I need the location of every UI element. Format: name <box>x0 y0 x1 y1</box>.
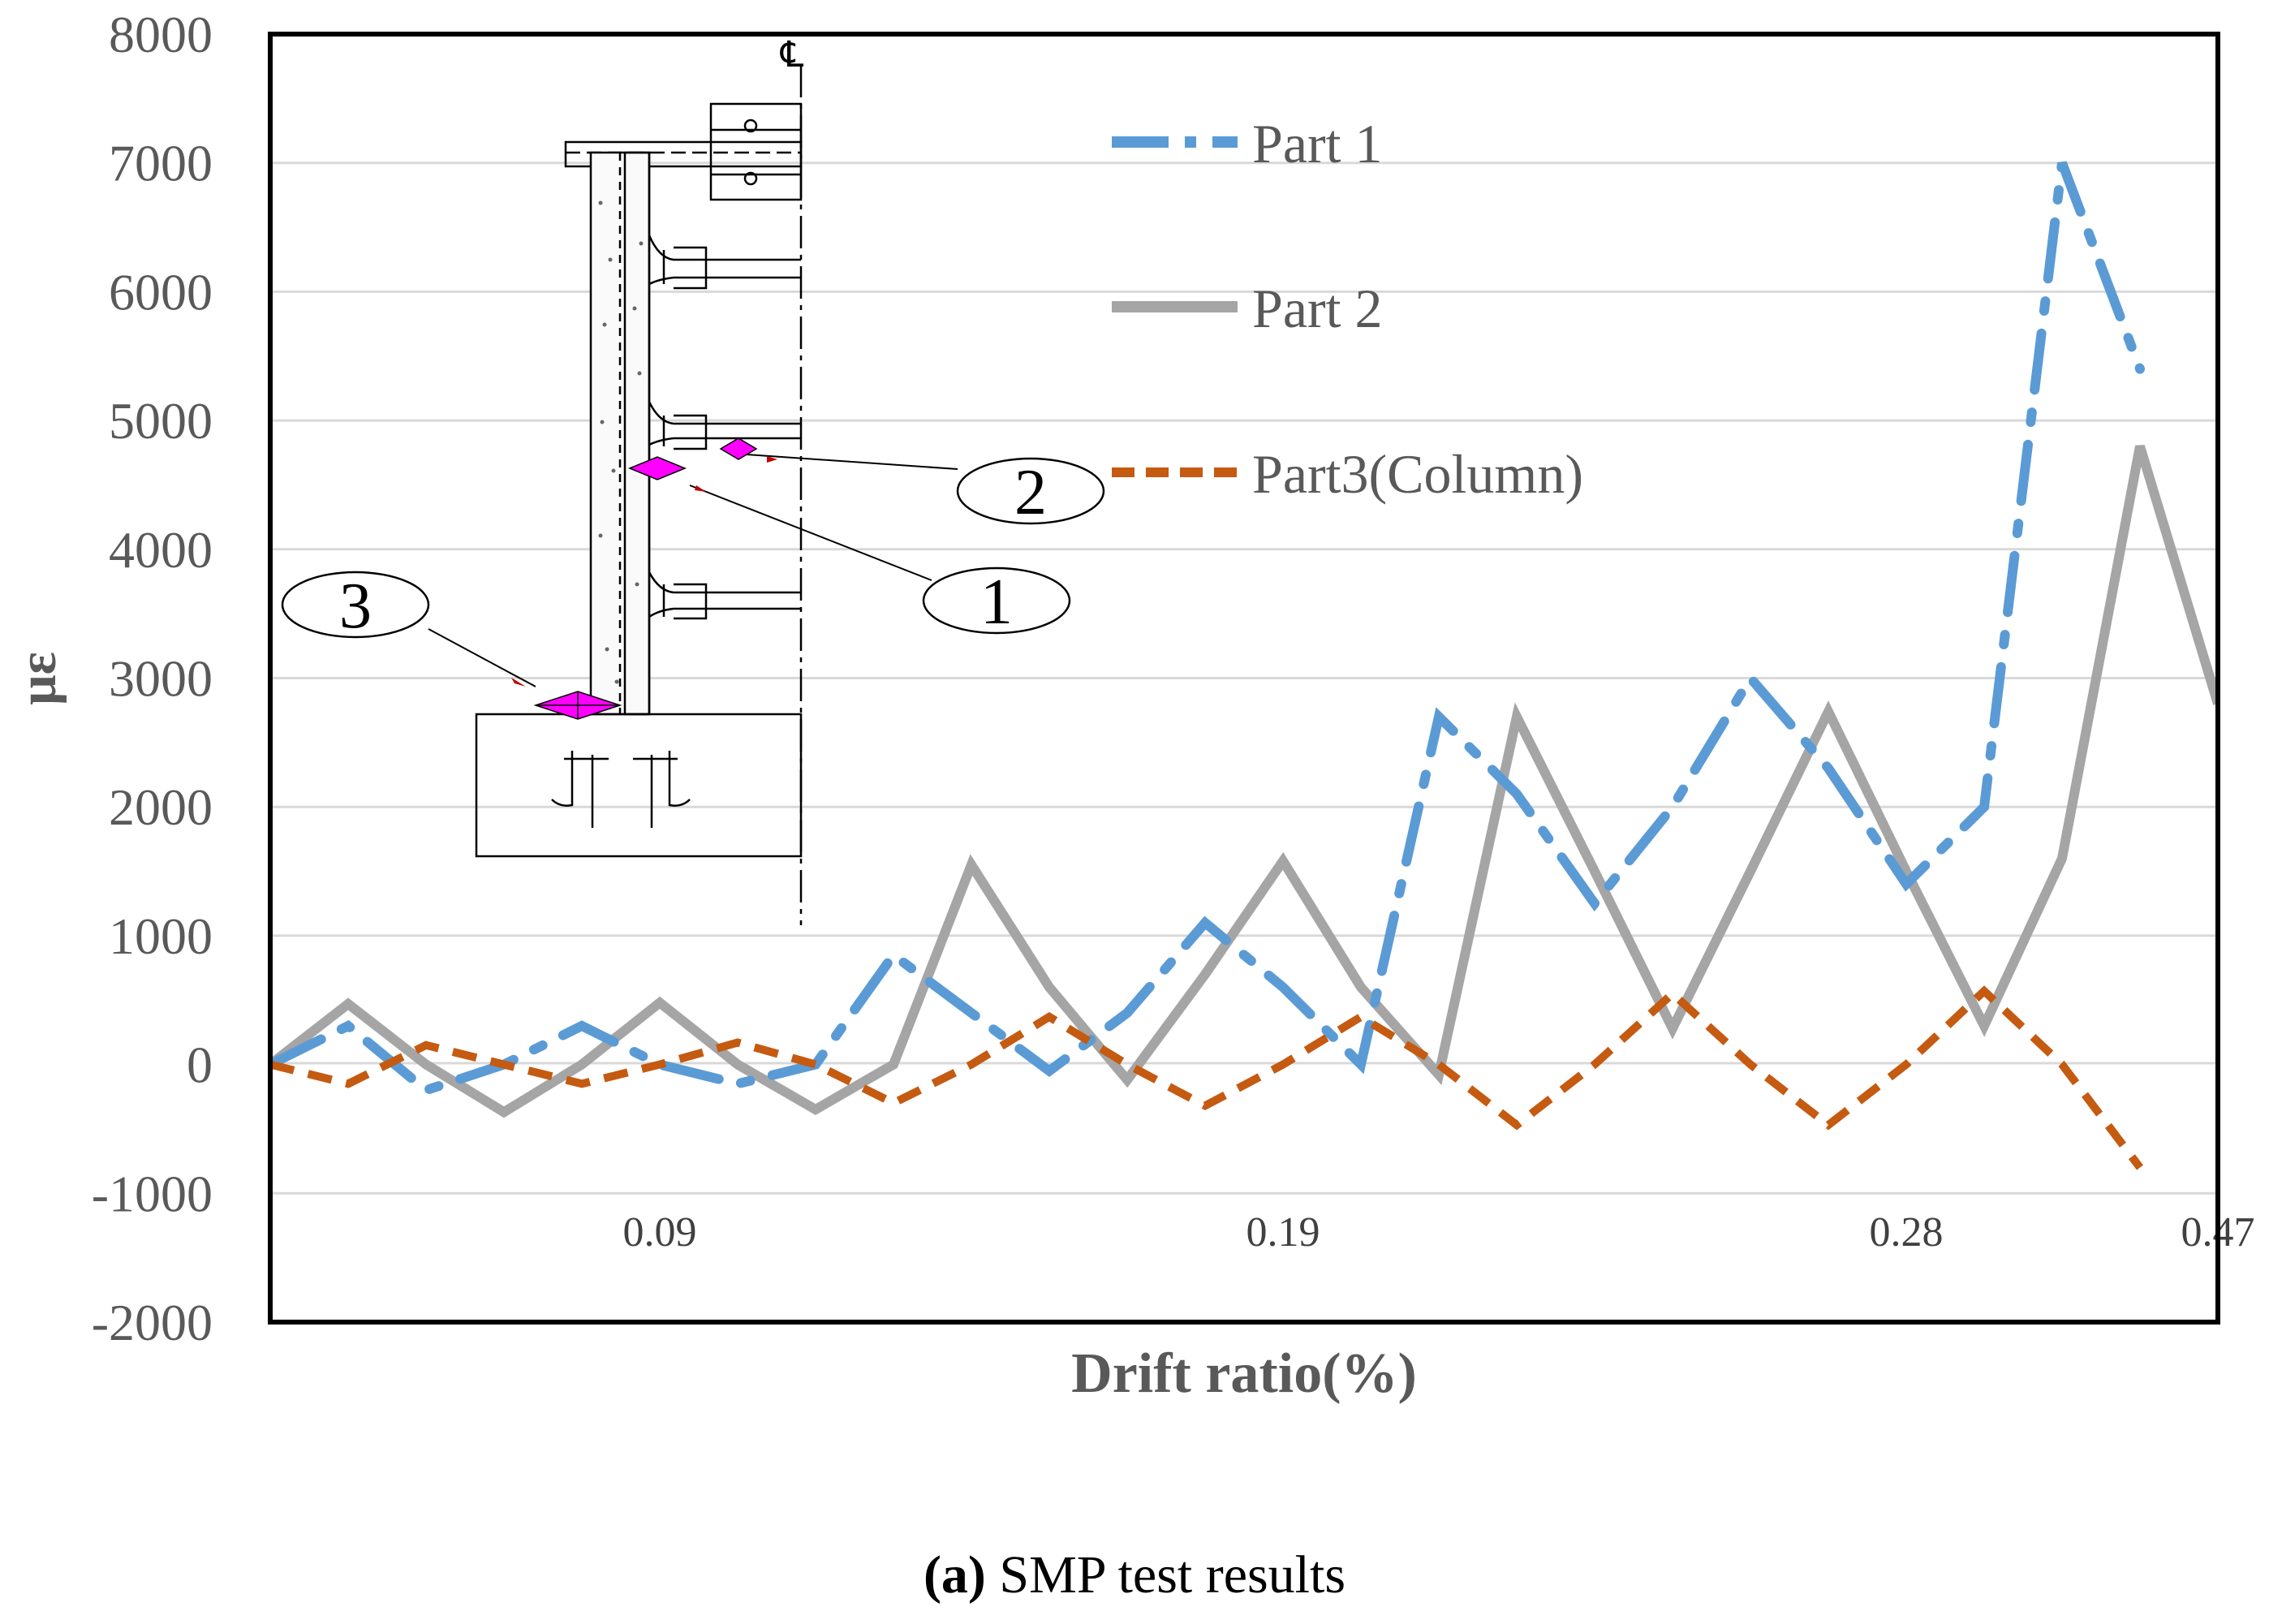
leader-arrow <box>767 456 777 463</box>
caption-text: SMP test results <box>986 1545 1345 1605</box>
inset-structure-diagram: ℄ <box>281 34 1105 925</box>
callout-ellipse-1 <box>922 566 1071 635</box>
x-axis-ticks: 0.09 0.19 0.28 0.47 <box>623 1209 2255 1256</box>
x-tick-label: 0.09 <box>623 1209 697 1256</box>
x-axis-title: Drift ratio(%) <box>1071 1342 1417 1405</box>
plot-frame <box>268 32 2220 1325</box>
y-tick-label: 3000 <box>109 650 213 708</box>
leader-line-1 <box>689 485 932 581</box>
y-tick-label: -2000 <box>92 1294 213 1351</box>
y-tick-label: 5000 <box>109 392 213 450</box>
callout-ellipse-2 <box>956 457 1105 525</box>
anchor-bolt-right <box>633 751 691 828</box>
y-tick-label: 0 <box>187 1036 213 1094</box>
legend-label-part2: Part 2 <box>1252 278 1383 339</box>
callout-label-1: 1 <box>980 566 1013 638</box>
x-tick-label: 0.28 <box>1870 1209 1944 1256</box>
callout-label-2: 2 <box>1014 457 1047 528</box>
figure-caption: (a) SMP test results <box>924 1545 1345 1605</box>
callout-ellipse-3 <box>281 571 430 639</box>
caption-prefix: (a) <box>924 1545 986 1605</box>
cap-beam <box>564 140 803 168</box>
series-line-part3-column- <box>270 985 2143 1170</box>
y-axis-ticks: 8000 7000 6000 5000 4000 3000 2000 1000 0 -1000 -2… <box>92 6 213 1351</box>
concrete-texture <box>598 200 644 684</box>
beam-stub-3 <box>648 571 801 620</box>
leader-arrow <box>511 678 526 687</box>
series-group <box>270 161 2219 1170</box>
foundation-block <box>475 713 803 858</box>
leader-arrow <box>695 485 706 492</box>
bolt-hole <box>743 171 758 186</box>
anchor-bolt-left <box>551 751 609 828</box>
y-tick-label: -1000 <box>92 1165 213 1222</box>
beam-stub-2 <box>648 401 801 450</box>
y-tick-label: 2000 <box>109 778 213 836</box>
y-tick-label: 1000 <box>109 907 213 965</box>
gauge-marker-1 <box>628 456 687 480</box>
y-tick-label: 7000 <box>109 135 213 192</box>
strain-gauge-markers <box>533 437 758 720</box>
y-tick-label: 4000 <box>109 521 213 579</box>
legend-label-part3: Part3(Column) <box>1252 443 1583 505</box>
leader-line-2 <box>746 454 958 470</box>
y-tick-label: 6000 <box>109 263 213 321</box>
series-line-part-2 <box>270 445 2219 1118</box>
callout-label-3: 3 <box>339 571 372 642</box>
x-tick-label: 0.19 <box>1246 1209 1320 1256</box>
leader-line-3 <box>428 628 536 687</box>
legend-label-part1: Part 1 <box>1252 113 1383 174</box>
centerline-symbol: ℄ <box>780 34 804 75</box>
beam-stub-1 <box>648 235 801 290</box>
bolt-hole <box>743 118 758 133</box>
gauge-marker-2 <box>719 437 758 460</box>
series-line-part-1 <box>270 161 2145 1096</box>
legend: Part 1 Part 2 Part3(Column) <box>1112 113 1583 505</box>
y-axis-title: με <box>8 652 67 705</box>
y-tick-label: 8000 <box>109 6 213 63</box>
